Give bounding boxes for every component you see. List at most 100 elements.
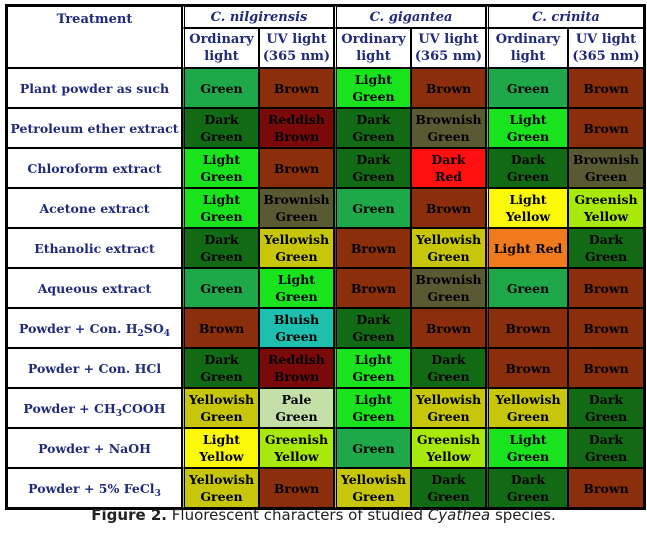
cell-line: Green (200, 129, 243, 144)
cell-line: Bluish (273, 312, 320, 327)
label-subscript: 4 (163, 328, 170, 339)
label-text: Powder + Con. H (19, 320, 138, 336)
treatment-label: Ethanolic extract (7, 228, 182, 268)
fluorescence-cell: Light Green (334, 388, 411, 428)
fluorescence-cell: Green (182, 68, 259, 108)
fluorescence-cell: Brown (568, 108, 645, 148)
fluorescence-cell: Dark Green (568, 388, 645, 428)
cell-line: Brownish (263, 192, 330, 207)
table-row: Chloroform extract Light Green Brown Dark Gre… (7, 148, 645, 188)
cell-line: Greenish (264, 432, 329, 447)
cell-line: Brown (425, 320, 472, 336)
table-row: Aqueous extract Green Light Green Brown Brown… (7, 268, 645, 308)
cell-line: Light (509, 192, 547, 207)
fluorescence-cell: Yellowish Green (411, 388, 486, 428)
cell-line: Dark (356, 112, 391, 127)
uv-light-header: UV light (365 nm) (259, 28, 334, 68)
fluorescence-cell: Green (486, 268, 568, 308)
cell-line: Brown (583, 80, 629, 96)
table-row: Powder + NaOH Light Yellow Greenish Yellow Gr… (7, 428, 645, 468)
table-row: Petroleum ether extract Dark Green Reddish B… (7, 108, 645, 148)
fluorescence-cell: Brown (486, 308, 568, 348)
fluorescence-cell: Dark Green (568, 228, 645, 268)
fluorescence-cell: Dark Red (411, 148, 486, 188)
fluorescence-cell: Light Yellow (486, 188, 568, 228)
fluorescence-cell: Yellowish Green (486, 388, 568, 428)
cell-line: Light (354, 392, 393, 407)
fluorescence-cell: Dark Green (182, 108, 259, 148)
caption-suffix: species. (490, 506, 556, 524)
table-row: Ethanolic extract Dark Green Yellowish Green… (7, 228, 645, 268)
cell-line: Green (506, 489, 550, 504)
label-text: Powder + 5% FeCl (28, 480, 155, 496)
cell-line: Green (427, 129, 470, 144)
cell-line: Dark (510, 472, 546, 487)
cell-line: Brown (273, 160, 320, 176)
label-subscript: 3 (115, 408, 123, 419)
header-line: (365 nm) (262, 49, 331, 64)
fluorescence-cell: Light Green (259, 268, 334, 308)
cell-line: Green (352, 129, 395, 144)
fluorescence-cell: Green (182, 268, 259, 308)
cell-line: Green (200, 409, 243, 424)
cell-line: Yellow (426, 449, 471, 464)
cell-line: Dark (204, 232, 239, 247)
table-body: Plant powder as such Green Brown Light Green… (7, 68, 645, 508)
caption-text: Fluorescent characters of studied (167, 506, 428, 524)
cell-line: Light (354, 352, 393, 367)
fluorescence-cell: Light Yellow (182, 428, 259, 468)
fluorescence-cell: Greenish Yellow (411, 428, 486, 468)
cell-line: Brownish (415, 272, 482, 287)
cell-line: Brown (198, 320, 245, 336)
cell-line: Green (427, 489, 470, 504)
fluorescence-cell: Light Red (486, 228, 568, 268)
fluorescence-cell: Brown (334, 228, 411, 268)
treatment-label: Plant powder as such (7, 68, 182, 108)
cell-line: Pale (281, 392, 312, 407)
header-line: Ordinary (341, 32, 406, 47)
table-row: Powder + 5% FeCl3 Yellowish Green Brown Yell… (7, 468, 645, 508)
header-line: light (356, 49, 391, 64)
cell-line: Dark (588, 392, 624, 407)
treatment-label: Aqueous extract (7, 268, 182, 308)
cell-line: Greenish (416, 432, 481, 447)
treatment-label: Powder + 5% FeCl3 (7, 468, 182, 508)
fluorescence-cell: Brownish Green (411, 268, 486, 308)
cell-line: Brown (273, 80, 320, 96)
fluorescence-cell: Pale Green (259, 388, 334, 428)
cell-line: Brown (583, 480, 629, 496)
cell-line: Green (352, 200, 395, 216)
fluorescence-cell: Brown (259, 148, 334, 188)
cell-line: Green (584, 169, 628, 184)
fluorescence-cell: Dark Green (182, 228, 259, 268)
fluorescence-cell: Reddish Brown (259, 348, 334, 388)
cell-line: Dark (356, 152, 391, 167)
treatment-label: Acetone extract (7, 188, 182, 228)
fluorescence-cell: Yellowish Green (411, 228, 486, 268)
table-row: Acetone extract Light Green Brownish Green Gr… (7, 188, 645, 228)
fluorescence-cell: Green (334, 188, 411, 228)
treatment-label: Chloroform extract (7, 148, 182, 188)
treatment-label: Powder + Con. H2SO4 (7, 308, 182, 348)
fluorescence-cell: Yellowish Green (182, 388, 259, 428)
fluorescence-cell: Reddish Brown (259, 108, 334, 148)
fluorescence-cell: Greenish Yellow (259, 428, 334, 468)
cell-line: Dark (204, 352, 239, 367)
cell-line: Light (277, 272, 316, 287)
header-line: Ordinary (495, 32, 561, 47)
header-line: (365 nm) (414, 49, 483, 64)
cell-line: Brownish (415, 112, 482, 127)
fluorescence-cell: Dark Green (486, 468, 568, 508)
cell-line: Green (200, 489, 243, 504)
fluorescence-cell: Brown (334, 268, 411, 308)
cell-line: Brown (583, 320, 629, 336)
cell-line: Dark (510, 152, 546, 167)
cell-line: Yellowish (340, 472, 407, 487)
cell-line: Green (506, 169, 550, 184)
fluorescence-cell: Dark Green (568, 428, 645, 468)
treatment-label: Petroleum ether extract (7, 108, 182, 148)
cell-line: Green (506, 80, 550, 96)
cell-line: Yellowish (188, 472, 255, 487)
fluorescence-cell: Yellowish Green (259, 228, 334, 268)
fluorescence-cell: Brown (411, 308, 486, 348)
